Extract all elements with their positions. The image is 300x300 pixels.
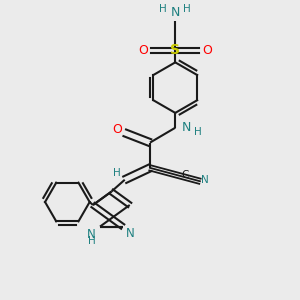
Text: H: H [159,4,167,14]
Text: N: N [87,228,96,241]
Text: N: N [201,175,209,185]
Text: O: O [202,44,212,57]
Text: C: C [181,170,189,180]
Text: N: N [126,227,134,241]
Text: O: O [112,123,122,136]
Text: H: H [194,127,202,137]
Text: H: H [183,4,190,14]
Text: O: O [138,44,148,57]
Text: H: H [88,236,96,246]
Text: N: N [171,6,180,19]
Text: H: H [112,168,120,178]
Text: N: N [182,121,191,134]
Text: S: S [170,44,180,58]
